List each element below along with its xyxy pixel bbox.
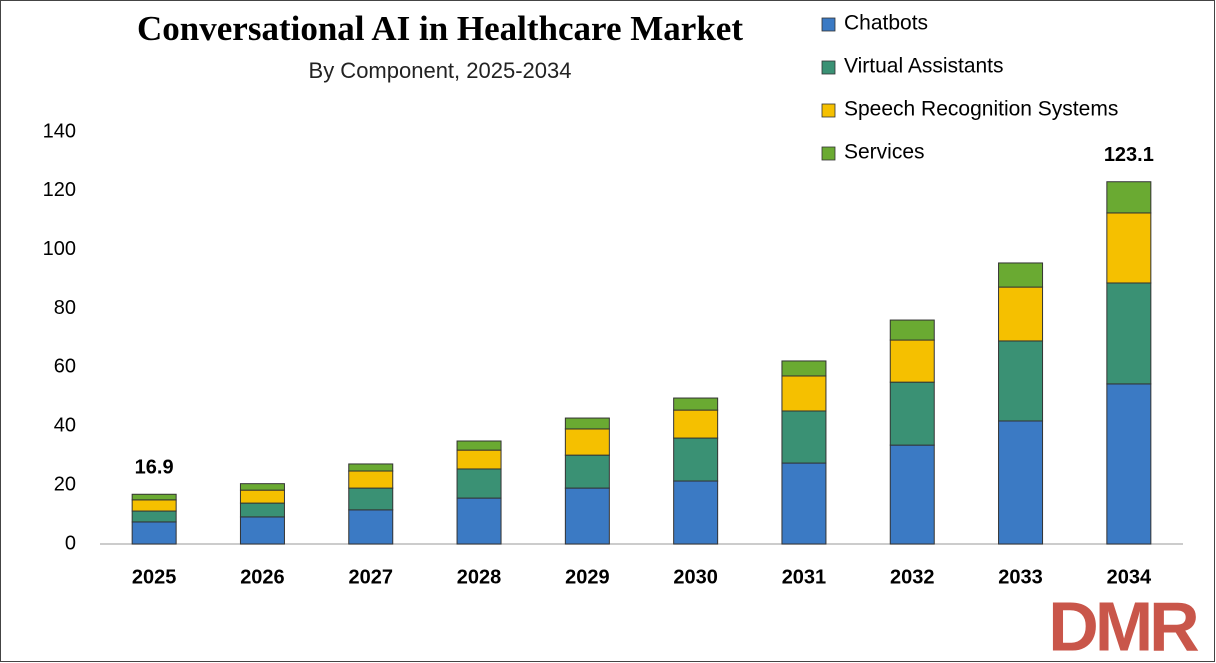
bar-segment <box>889 319 935 341</box>
x-tick-label: 2029 <box>565 566 610 588</box>
x-tick-label: 2025 <box>132 566 177 588</box>
bar-segment <box>889 381 935 446</box>
legend-swatch <box>821 60 836 75</box>
bar-segment <box>131 521 177 545</box>
legend-label: Chatbots <box>844 12 928 35</box>
bar-segment <box>131 493 177 501</box>
x-tick-label: 2032 <box>890 566 935 588</box>
legend-label: Services <box>844 141 925 164</box>
x-tick-label: 2033 <box>998 566 1043 588</box>
chart-title: Conversational AI in Healthcare Market <box>137 9 743 48</box>
bar-segment <box>239 489 285 504</box>
x-tick-label: 2034 <box>1107 566 1152 588</box>
total-label: 16.9 <box>135 457 174 479</box>
y-tick-label: 140 <box>43 120 76 142</box>
legend-swatch <box>821 17 836 32</box>
bar-segment <box>456 440 502 451</box>
y-tick-label: 0 <box>65 532 76 554</box>
y-tick-label: 20 <box>54 473 76 495</box>
bar-segment <box>673 397 719 411</box>
legend-swatch <box>821 146 836 161</box>
bar-segment <box>564 487 610 545</box>
bar-segment <box>673 480 719 545</box>
bar-segment <box>998 262 1044 288</box>
x-tick-label: 2030 <box>673 566 718 588</box>
legend-swatch <box>821 103 836 118</box>
y-tick-label: 40 <box>54 415 76 437</box>
logo: DMR <box>1048 587 1199 663</box>
bar-segment <box>998 420 1044 545</box>
legend-label: Virtual Assistants <box>844 55 1004 78</box>
bar-segment <box>889 444 935 545</box>
bar-segment <box>673 437 719 482</box>
bar-segment <box>1106 383 1152 545</box>
bar-segment <box>131 510 177 523</box>
x-tick-label: 2028 <box>457 566 502 588</box>
bar-segment <box>998 286 1044 342</box>
y-tick-label: 60 <box>54 356 76 378</box>
chart-subtitle: By Component, 2025-2034 <box>309 58 572 83</box>
y-tick-label: 100 <box>43 238 76 260</box>
bar-segment <box>781 410 827 464</box>
bar-segment <box>781 462 827 545</box>
bar-segment <box>673 409 719 439</box>
x-tick-label: 2031 <box>782 566 827 588</box>
bar-segment <box>889 339 935 383</box>
bar-segment <box>348 487 394 511</box>
y-tick-label: 80 <box>54 297 76 319</box>
bar-segment <box>564 428 610 456</box>
y-tick-label: 120 <box>43 179 76 201</box>
bar-segment <box>1106 181 1152 214</box>
bar-segment <box>998 340 1044 422</box>
bar-segment <box>131 499 177 512</box>
x-tick-label: 2026 <box>240 566 285 588</box>
bar-segment <box>456 468 502 499</box>
bar-segment <box>348 463 394 472</box>
bar-segment <box>348 509 394 545</box>
bar-segment <box>239 516 285 545</box>
x-tick-label: 2027 <box>349 566 394 588</box>
bar-segment <box>781 375 827 412</box>
bar-segment <box>1106 212 1152 284</box>
bar-segment <box>1106 282 1152 385</box>
bar-segment <box>239 483 285 491</box>
bar-segment <box>456 497 502 545</box>
legend-label: Speech Recognition Systems <box>844 98 1118 121</box>
bar-segment <box>239 502 285 518</box>
bar-segment <box>456 449 502 470</box>
bar-segment <box>348 470 394 489</box>
total-label: 123.1 <box>1104 144 1154 166</box>
bar-segment <box>564 454 610 489</box>
bar-segment <box>781 360 827 377</box>
bar-segment <box>564 417 610 430</box>
